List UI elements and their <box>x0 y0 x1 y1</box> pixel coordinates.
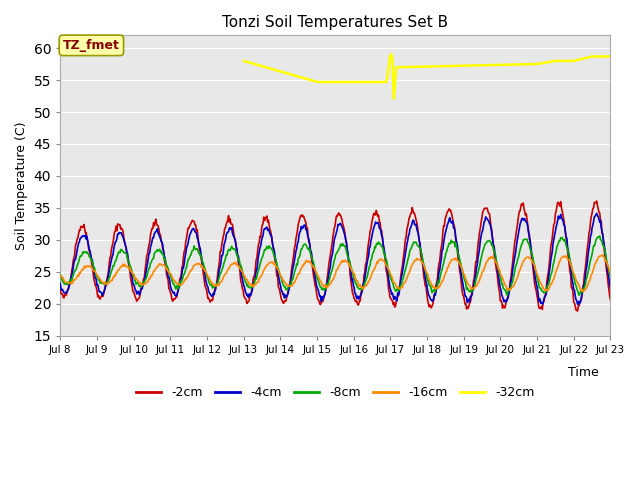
Legend: -2cm, -4cm, -8cm, -16cm, -32cm: -2cm, -4cm, -8cm, -16cm, -32cm <box>131 382 540 405</box>
Text: TZ_fmet: TZ_fmet <box>63 39 120 52</box>
Y-axis label: Soil Temperature (C): Soil Temperature (C) <box>15 121 28 250</box>
X-axis label: Time: Time <box>568 366 598 379</box>
Title: Tonzi Soil Temperatures Set B: Tonzi Soil Temperatures Set B <box>222 15 449 30</box>
